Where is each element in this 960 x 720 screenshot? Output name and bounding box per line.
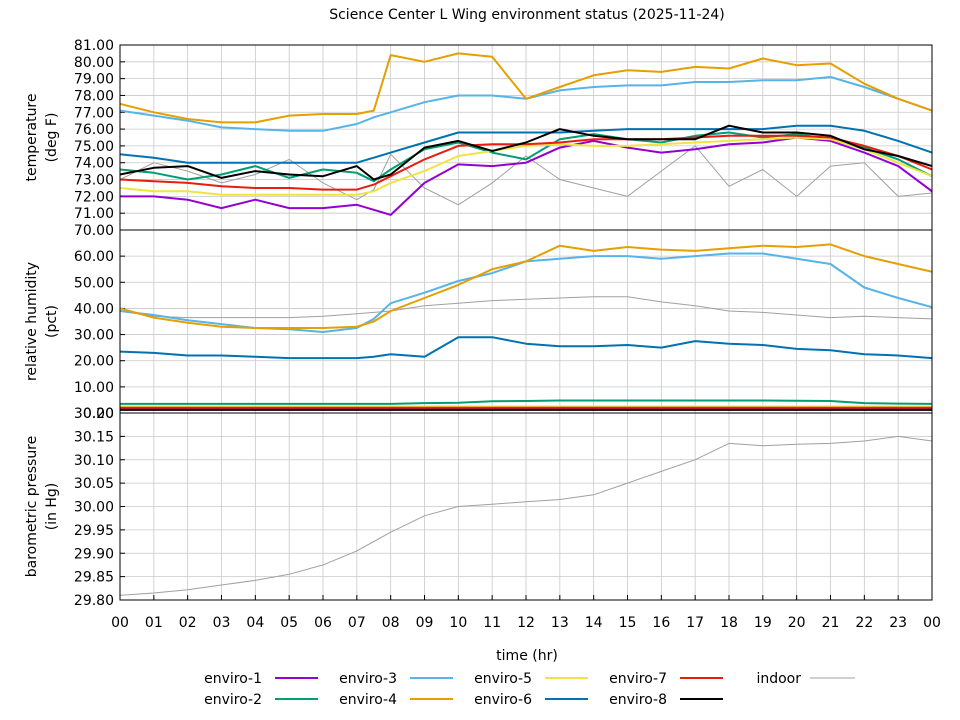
- series-line-enviro-4-panel-1: [120, 52, 932, 124]
- x-tick-label: 05: [280, 615, 298, 631]
- x-tick-label: 00: [923, 615, 941, 631]
- x-axis-label: time (hr): [496, 648, 558, 664]
- y-axis-label: relative humidity (pct): [24, 262, 60, 381]
- y-tick-label: 79.00: [74, 72, 114, 88]
- y-tick-label: 40.00: [74, 301, 114, 317]
- x-tick-label: 11: [483, 615, 501, 631]
- y-tick-label: 72.00: [74, 189, 114, 205]
- y-tick-label: 73.00: [74, 173, 114, 189]
- series-line-enviro-2-panel-2: [120, 399, 932, 405]
- y-tick-label: 81.00: [74, 38, 114, 54]
- y-tick-label: 29.90: [74, 546, 114, 562]
- legend-entry-enviro-6: enviro-6: [474, 692, 588, 708]
- x-tick-label: 16: [652, 615, 670, 631]
- legend-entry-enviro-3: enviro-3: [339, 671, 453, 687]
- series-line-enviro-3-panel-1: [120, 76, 932, 132]
- x-tick-label: 10: [449, 615, 467, 631]
- y-tick-label: 77.00: [74, 105, 114, 121]
- legend: enviro-1 enviro-2 enviro-3 enviro-4 enviro-5…: [204, 671, 855, 708]
- legend-label: enviro-3: [339, 671, 397, 687]
- legend-entry-enviro-7: enviro-7: [609, 671, 723, 687]
- x-tick-label: 17: [686, 615, 704, 631]
- y-tick-label: 80.00: [74, 55, 114, 71]
- x-tick-label: 07: [348, 615, 366, 631]
- x-tick-label: 02: [179, 615, 197, 631]
- legend-entry-enviro-2: enviro-2: [204, 692, 318, 708]
- y-tick-label: 76.00: [74, 122, 114, 138]
- series-line-enviro-8-panel-1: [120, 124, 932, 181]
- series-line-enviro-7-panel-1: [120, 134, 932, 191]
- panel-3: 29.80 29.85 29.90 29.95 30.00 30.05 30.10 30.15…: [24, 406, 941, 631]
- y-tick-label: 29.85: [74, 570, 114, 586]
- series-line-indoor-panel-2: [120, 296, 932, 320]
- legend-label: enviro-6: [474, 692, 532, 708]
- y-axis-label: barometric pressure (in Hg): [24, 436, 60, 577]
- legend-label: enviro-8: [609, 692, 667, 708]
- x-tick-label: 19: [754, 615, 772, 631]
- y-tick-label: 0.00: [83, 406, 114, 422]
- legend-label: enviro-7: [609, 671, 667, 687]
- series-line-enviro-6-panel-1: [120, 124, 932, 164]
- series-line-enviro-6-panel-2: [120, 336, 932, 360]
- legend-entry-enviro-1: enviro-1: [204, 671, 318, 687]
- y-tick-label: 30.15: [74, 429, 114, 445]
- y-tick-label: 30.05: [74, 476, 114, 492]
- chart-title: Science Center L Wing environment status…: [329, 7, 725, 23]
- x-tick-label: 06: [314, 615, 332, 631]
- y-tick-label: 70.00: [74, 223, 114, 239]
- legend-entry-indoor: indoor: [756, 671, 855, 687]
- y-tick-label: 30.00: [74, 500, 114, 516]
- x-tick-label: 04: [246, 615, 264, 631]
- legend-label: enviro-5: [474, 671, 532, 687]
- x-tick-label: 18: [720, 615, 738, 631]
- x-tick-label: 15: [619, 615, 637, 631]
- series-line-enviro-5-panel-1: [120, 136, 932, 196]
- legend-label: indoor: [756, 671, 801, 687]
- series-line-enviro-4-panel-2: [120, 243, 932, 329]
- y-tick-label: 29.95: [74, 523, 114, 539]
- y-tick-label: 71.00: [74, 206, 114, 222]
- y-tick-label: 60.00: [74, 249, 114, 265]
- y-tick-label: 30.10: [74, 453, 114, 469]
- legend-entry-enviro-8: enviro-8: [609, 692, 723, 708]
- y-axis-label: temperature (deg F): [24, 94, 60, 182]
- x-tick-label: 01: [145, 615, 163, 631]
- legend-label: enviro-4: [339, 692, 397, 708]
- x-tick-label: 13: [551, 615, 569, 631]
- panel-1: 70.0071.0072.0073.0074.0075.0076.0077.00…: [24, 38, 933, 239]
- x-tick-label: 20: [788, 615, 806, 631]
- series-line-indoor-panel-3: [120, 435, 932, 596]
- y-tick-label: 78.00: [74, 88, 114, 104]
- y-tick-label: 50.00: [74, 275, 114, 291]
- y-tick-label: 74.00: [74, 156, 114, 172]
- x-tick-label: 00: [111, 615, 129, 631]
- y-tick-label: 29.80: [74, 593, 114, 609]
- series-line-enviro-2-panel-1: [120, 131, 932, 183]
- x-tick-label: 23: [889, 615, 907, 631]
- x-tick-label: 21: [822, 615, 840, 631]
- x-tick-label: 08: [382, 615, 400, 631]
- x-tick-label: 09: [416, 615, 434, 631]
- y-tick-label: 75.00: [74, 139, 114, 155]
- x-tick-label: 14: [585, 615, 603, 631]
- legend-entry-enviro-4: enviro-4: [339, 692, 453, 708]
- y-tick-label: 30.00: [74, 328, 114, 344]
- x-tick-label: 12: [517, 615, 535, 631]
- legend-entry-enviro-5: enviro-5: [474, 671, 588, 687]
- y-tick-label: 20.00: [74, 354, 114, 370]
- legend-label: enviro-1: [204, 671, 262, 687]
- y-tick-label: 30.20: [74, 406, 114, 422]
- legend-label: enviro-2: [204, 692, 262, 708]
- y-tick-label: 10.00: [74, 380, 114, 396]
- x-tick-label: 22: [855, 615, 873, 631]
- x-tick-label: 03: [213, 615, 231, 631]
